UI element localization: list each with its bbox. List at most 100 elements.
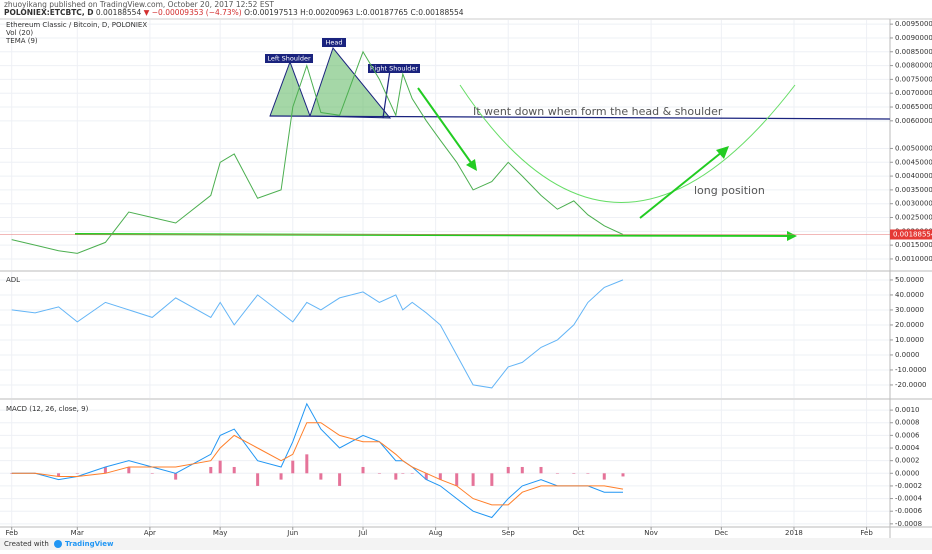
- up-arrow: [639, 151, 723, 219]
- histogram-bar: [103, 466, 107, 474]
- histogram-bar: [490, 473, 494, 486]
- x-tick-label: Feb: [6, 529, 19, 537]
- y-tick-label: 0.0002: [895, 457, 920, 465]
- label-box: [368, 64, 420, 73]
- bowl-curve: [459, 84, 796, 203]
- x-tick-label: Aug: [429, 529, 443, 537]
- publisher: zhuoyikang published on TradingView.com,…: [4, 0, 274, 9]
- arrow-head: [716, 146, 729, 159]
- arrow-head: [466, 159, 477, 171]
- histogram-bar: [586, 473, 590, 474]
- left-shoulder-shape: [269, 60, 311, 117]
- x-tick-label: Oct: [572, 529, 584, 537]
- histogram-bar: [602, 473, 606, 480]
- y-tick-label: 0.0000: [895, 351, 920, 359]
- histogram-bar: [218, 460, 222, 474]
- histogram-bar: [572, 473, 576, 474]
- histogram-bar: [232, 466, 236, 474]
- histogram-bar: [319, 473, 323, 480]
- x-tick-label: Feb: [860, 529, 873, 537]
- y-tick-label: 50.0000: [895, 276, 924, 284]
- last-price-box: [890, 229, 932, 240]
- y-tick-label: 0.0004: [895, 444, 920, 452]
- last-price-label: 0.00188554: [893, 230, 932, 238]
- histogram-bar: [401, 473, 405, 474]
- y-tick-label: -0.0002: [895, 482, 922, 490]
- macd-title: MACD (12, 26, close, 9): [6, 405, 89, 413]
- arrow-head: [787, 231, 797, 241]
- histogram-bar: [150, 473, 154, 474]
- histogram-bar: [520, 466, 524, 474]
- indicator-label: TEMA (9): [5, 37, 38, 45]
- y-tick-label: -20.0000: [895, 381, 926, 389]
- x-tick-label: Apr: [144, 529, 156, 537]
- head-shape: [309, 46, 392, 119]
- left-shoulder-label: Left Shoulder: [267, 55, 311, 63]
- histogram-bar: [127, 466, 131, 474]
- label-box: [322, 38, 346, 47]
- series-line: [11, 402, 623, 519]
- y-tick-label: -0.0008: [895, 520, 922, 528]
- x-tick-label: 2018: [785, 529, 803, 537]
- y-tick-label: 10.0000: [895, 336, 924, 344]
- y-tick-label: 30.0000: [895, 306, 924, 314]
- histogram-bar: [394, 473, 398, 480]
- histogram-bar: [539, 466, 543, 474]
- brand[interactable]: TradingView: [65, 540, 114, 548]
- histogram-bar: [377, 473, 381, 474]
- y-tick-label: -0.0004: [895, 495, 923, 503]
- footer-bar: [0, 538, 932, 550]
- histogram-bar: [455, 473, 459, 486]
- x-tick-label: Sep: [502, 529, 516, 537]
- histogram-bar: [506, 466, 510, 474]
- histogram-bar: [75, 473, 79, 474]
- annotation-text: long position: [694, 184, 765, 197]
- histogram-bar: [410, 473, 414, 474]
- x-tick-label: Dec: [715, 529, 729, 537]
- y-tick-label: 20.0000: [895, 321, 924, 329]
- indicator-label: Vol (20): [6, 29, 33, 37]
- x-tick-label: May: [213, 529, 227, 537]
- annotation-text: It went down when form the head & should…: [473, 105, 723, 118]
- right-shoulder-label: Right Shoulder: [370, 65, 418, 73]
- footer-text: Created with: [4, 540, 49, 548]
- series-line: [11, 422, 624, 506]
- ohlc: O:0.00197513 H:0.00200963 L:0.00187765 C…: [244, 8, 464, 17]
- y-tick-label: 0.0006: [895, 431, 920, 439]
- x-tick-label: Nov: [644, 529, 658, 537]
- histogram-bar: [361, 466, 365, 474]
- grid-layer: [0, 20, 890, 527]
- y-tick-label: 0.0010: [895, 406, 920, 414]
- series-line: [11, 279, 624, 389]
- histogram-bar: [555, 473, 559, 474]
- main-title: Ethereum Classic / Bitcoin, D, POLONIEX: [6, 21, 147, 29]
- histogram-bar: [57, 473, 61, 477]
- head-label: Head: [326, 39, 343, 47]
- brand-logo: [54, 540, 62, 548]
- histogram-bar: [209, 466, 213, 474]
- x-tick-label: Mar: [71, 529, 84, 537]
- symbol: POLONIEX:ETCBTC, D: [4, 8, 94, 17]
- histogram-bar: [291, 460, 295, 474]
- neckline: [269, 115, 891, 120]
- y-tick-label: -0.0006: [895, 507, 923, 515]
- histogram-bar: [305, 454, 309, 474]
- x-tick-label: Jun: [286, 529, 298, 537]
- x-tick-label: Jul: [358, 529, 368, 537]
- change: ▼ −0.00009353 (−4.73%): [144, 8, 242, 17]
- histogram-bar: [256, 473, 260, 486]
